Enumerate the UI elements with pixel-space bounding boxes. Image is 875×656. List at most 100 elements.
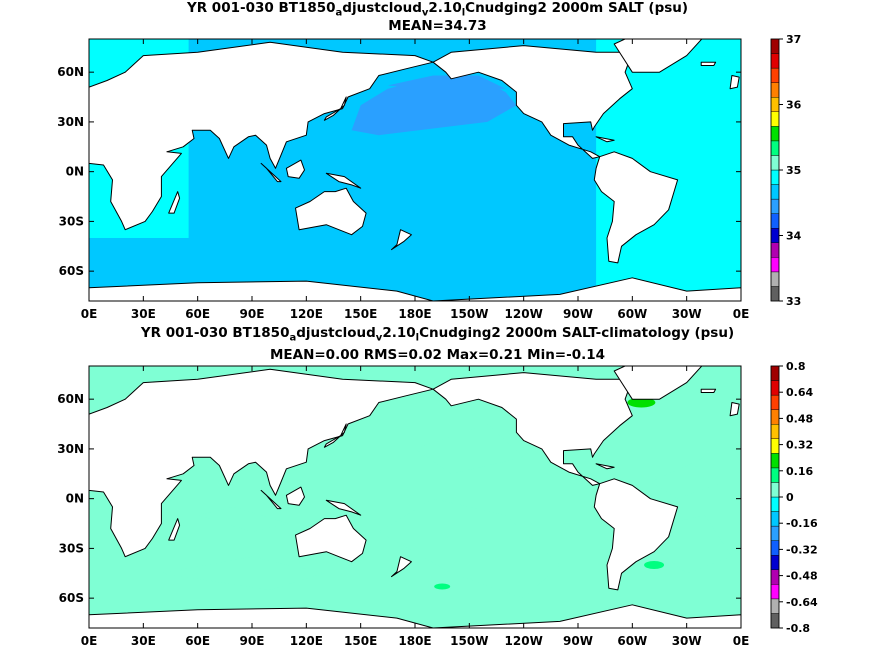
x-tick-label: 180E: [398, 307, 431, 321]
land-new-guinea: [325, 499, 362, 516]
land-antarctica: [89, 604, 741, 628]
colorbar-segment: [770, 111, 780, 127]
land-borneo: [285, 159, 305, 179]
colorbar-segment: [770, 409, 780, 425]
land-uk: [729, 402, 740, 417]
land-eurasia-africa: [89, 368, 434, 558]
x-tick-label: 30W: [672, 634, 702, 648]
chart1-title: YR 001-030 BT1850adjustcloudv2.10lCnudgi…: [186, 0, 689, 19]
colorbar-tick-label: 35: [786, 164, 801, 177]
y-tick-label: 0N: [66, 492, 84, 506]
land-sumatra: [260, 489, 282, 510]
land-antarctica: [89, 277, 741, 301]
y-tick-label: 30S: [59, 541, 84, 555]
colorbar-segment: [770, 438, 780, 454]
colorbar-segment: [770, 453, 780, 469]
chart2-subtitle: MEAN=0.00 RMS=0.02 Max=0.21 Min=-0.14: [269, 347, 606, 363]
colorbar-tick-label: 0.8: [786, 360, 806, 373]
southern-ocean-patch: [644, 560, 665, 569]
colorbar-tick-label: 33: [786, 295, 801, 308]
colorbar-segment: [770, 380, 780, 396]
colorbar-segment: [770, 424, 780, 439]
colorbar-tick-label: -0.16: [786, 517, 818, 530]
colorbar-tick-label: -0.8: [786, 622, 810, 635]
land-japan: [323, 423, 347, 448]
x-tick-label: 90E: [240, 634, 265, 648]
colorbar-tick-label: -0.64: [786, 596, 818, 609]
colorbar-segment: [770, 97, 780, 112]
land-iceland: [700, 61, 717, 66]
y-tick-label: 0N: [66, 165, 84, 179]
colorbar-tick-label: -0.32: [786, 543, 818, 556]
x-tick-label: 150E: [344, 307, 377, 321]
colorbar-segment: [770, 38, 780, 54]
land-south-america: [593, 478, 679, 591]
colorbar-tick-label: 0.16: [786, 465, 813, 478]
land-new-zealand: [391, 229, 412, 251]
colorbar-segment: [770, 286, 780, 302]
colorbar-tick-label: 37: [786, 33, 801, 46]
x-tick-label: 30E: [131, 307, 156, 321]
y-tick-label: 60S: [59, 264, 84, 278]
colorbar-segment: [770, 496, 780, 512]
colorbar-tick-label: 0.32: [786, 439, 813, 452]
x-tick-label: 0E: [733, 307, 750, 321]
land-madagascar: [168, 191, 181, 214]
y-tick-label: 60S: [59, 591, 84, 605]
x-tick-label: 90E: [240, 307, 265, 321]
colorbar-tick-label: 36: [786, 99, 802, 112]
land-south-america: [593, 151, 679, 264]
positive-anomaly-blob: [197, 506, 289, 532]
colorbar-segment: [770, 213, 780, 229]
colorbar-segment: [770, 584, 780, 600]
y-tick-label: 30S: [59, 214, 84, 228]
x-tick-label: 60E: [185, 307, 210, 321]
x-tick-label: 120E: [290, 634, 323, 648]
land-uk: [729, 75, 740, 90]
x-tick-label: 0E: [81, 307, 98, 321]
x-tick-label: 0E: [81, 634, 98, 648]
north-pacific-region: [351, 75, 517, 136]
x-tick-label: 60W: [617, 307, 647, 321]
colorbar-tick-label: 0.64: [786, 386, 813, 399]
colorbar-tick-label: 0.48: [786, 412, 813, 425]
positive-anomaly-blob: [378, 498, 560, 599]
colorbar-segment: [770, 555, 780, 570]
colorbar-segment: [770, 228, 780, 243]
y-tick-label: 60N: [57, 392, 84, 406]
colorbar-segment: [770, 511, 780, 527]
x-tick-label: 120W: [505, 634, 543, 648]
colorbar-segment: [770, 540, 780, 556]
y-tick-label: 30N: [57, 115, 84, 129]
x-tick-label: 120W: [505, 307, 543, 321]
colorbar-segment: [770, 613, 780, 629]
colorbar-segment: [770, 169, 780, 185]
x-tick-label: 90W: [563, 634, 593, 648]
land-greenland: [613, 39, 703, 73]
x-tick-label: 150W: [450, 634, 488, 648]
colorbar-segment: [770, 257, 780, 273]
chart1-map: [89, 39, 741, 301]
x-tick-label: 60E: [185, 634, 210, 648]
colorbar-segment: [770, 365, 780, 381]
positive-anomaly-blob: [415, 424, 524, 474]
x-tick-label: 90W: [563, 307, 593, 321]
colorbar-segment: [770, 184, 780, 200]
colorbar-tick-label: 0: [786, 491, 794, 504]
colorbar-segment: [770, 126, 780, 142]
chart2-title: YR 001-030 BT1850adjustcloudv2.10lCnudgi…: [140, 325, 735, 344]
colorbar-tick-label: -0.48: [786, 570, 818, 583]
land-iceland: [700, 388, 717, 393]
land-borneo: [285, 486, 305, 506]
colorbar-segment: [770, 569, 780, 585]
south-pacific-patch: [434, 583, 451, 590]
colorbar-segment: [770, 242, 780, 258]
x-tick-label: 120E: [290, 307, 323, 321]
labrador-sea-patch: [627, 397, 656, 408]
colorbar-tick-label: 34: [786, 230, 802, 243]
colorbar-segment: [770, 394, 780, 410]
x-tick-label: 0E: [733, 634, 750, 648]
land-new-zealand: [391, 556, 412, 578]
land-greenland: [613, 366, 703, 400]
